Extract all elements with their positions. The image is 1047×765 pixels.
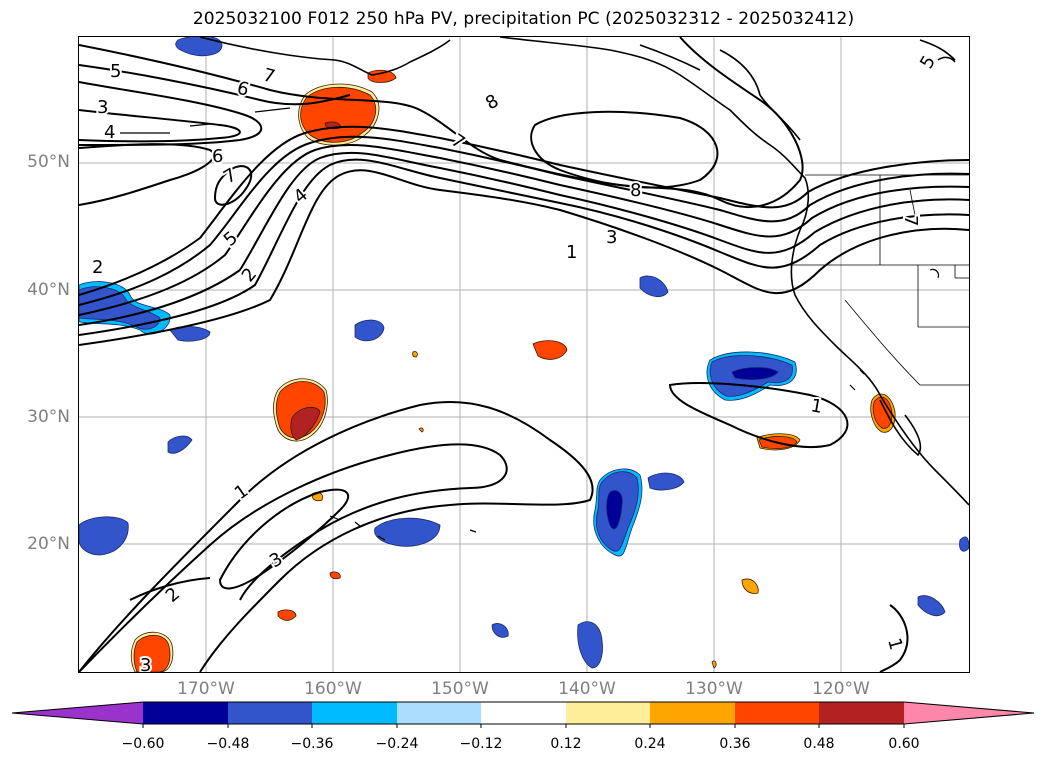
contour-label: 5 bbox=[916, 52, 940, 72]
contour-label: 5 bbox=[110, 61, 121, 82]
map-title: 2025032100 F012 250 hPa PV, precipitatio… bbox=[192, 9, 855, 29]
lon-label-120w: 120°W bbox=[812, 679, 870, 699]
colorbar-tick-label: −0.48 bbox=[206, 736, 250, 752]
colorbar-segment bbox=[312, 702, 397, 724]
contour-label: 1 bbox=[883, 636, 906, 652]
contour-label: 7 bbox=[220, 164, 240, 188]
colorbar-tick-label: −0.12 bbox=[459, 736, 503, 752]
colorbar-segment bbox=[819, 702, 904, 724]
contour-label: 3 bbox=[606, 227, 617, 248]
contour-label: 2 bbox=[238, 264, 261, 286]
lon-label-140w: 140°W bbox=[558, 679, 616, 699]
contour-label: 8 bbox=[482, 90, 502, 114]
colorbar bbox=[11, 701, 1035, 728]
colorbar-segment bbox=[481, 702, 566, 724]
lat-label-50n: 50°N bbox=[27, 152, 70, 172]
lon-label-130w: 130°W bbox=[685, 679, 743, 699]
lon-label-150w: 150°W bbox=[431, 679, 489, 699]
colorbar-segment bbox=[566, 702, 650, 724]
contour-label: 2 bbox=[162, 583, 184, 606]
colorbar-segment bbox=[12, 702, 143, 724]
contour-labels: 5 7 6 3 4 6 7 8 7 4 5 2 8 3 1 7 1 2 1 3 … bbox=[90, 50, 942, 672]
contour-label: 1 bbox=[809, 395, 824, 418]
lat-label-40n: 40°N bbox=[27, 280, 70, 300]
colorbar-tick-label: −0.24 bbox=[375, 736, 419, 752]
precip-negative-areas bbox=[79, 37, 969, 669]
colorbar-segment bbox=[904, 702, 1034, 724]
contour-label: 4 bbox=[104, 122, 115, 143]
colorbar-tick-label: 0.60 bbox=[888, 736, 920, 752]
colorbar-segment bbox=[650, 702, 735, 724]
contour-label: 3 bbox=[140, 655, 151, 672]
contour-label: 8 bbox=[630, 180, 641, 201]
contour-label: 5 bbox=[220, 227, 242, 250]
map-canvas: 5 7 6 3 4 6 7 8 7 4 5 2 8 3 1 7 1 2 1 3 … bbox=[79, 37, 969, 672]
lat-label-20n: 20°N bbox=[27, 534, 70, 554]
colorbar-tick-label: 0.48 bbox=[803, 736, 835, 752]
contour-label: 7 bbox=[900, 215, 921, 226]
political-borders bbox=[790, 174, 969, 386]
contour-label: 3 bbox=[97, 97, 108, 118]
colorbar-tick-label: −0.36 bbox=[290, 736, 334, 752]
colorbar-tick-label: 0.24 bbox=[634, 736, 666, 752]
colorbar-segment bbox=[143, 702, 228, 724]
contour-label: 4 bbox=[290, 184, 312, 207]
colorbar-segment bbox=[228, 702, 312, 724]
lon-label-170w: 170°W bbox=[177, 679, 235, 699]
contour-label: 7 bbox=[261, 65, 277, 88]
contour-label: 1 bbox=[566, 242, 577, 263]
contour-label: 2 bbox=[92, 257, 103, 278]
colorbar-tick-label: 0.12 bbox=[550, 736, 582, 752]
pv-contours bbox=[79, 37, 969, 672]
colorbar-segment bbox=[735, 702, 819, 724]
colorbar-segment bbox=[397, 702, 481, 724]
map-panel: 5 7 6 3 4 6 7 8 7 4 5 2 8 3 1 7 1 2 1 3 … bbox=[79, 37, 969, 672]
contour-label: 6 bbox=[212, 146, 223, 167]
lat-label-30n: 30°N bbox=[27, 407, 70, 427]
colorbar-tick-label: 0.36 bbox=[719, 736, 751, 752]
colorbar-tick-label: −0.60 bbox=[121, 736, 165, 752]
lon-label-160w: 160°W bbox=[304, 679, 362, 699]
gridlines bbox=[79, 37, 969, 672]
